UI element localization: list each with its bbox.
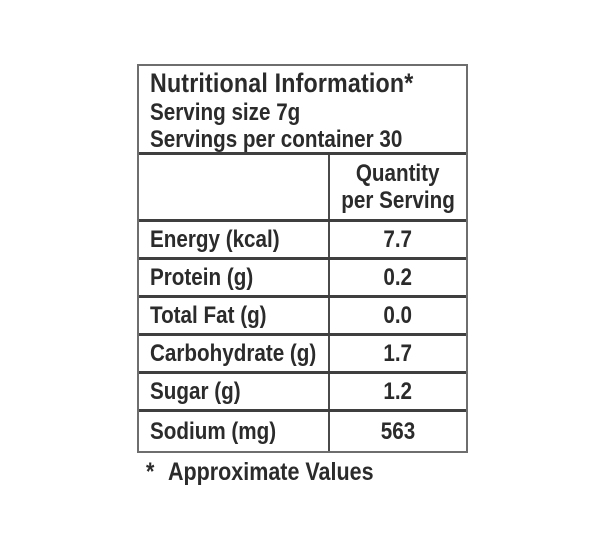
table-row-sugar: Sugar (g) 1.2	[139, 374, 466, 412]
label-title: Nutritional Information*	[150, 68, 414, 98]
table-row-carbohydrate: Carbohydrate (g) 1.7	[139, 336, 466, 374]
footnote-asterisk: *	[146, 458, 155, 486]
nutrient-value: 0.0	[383, 301, 413, 329]
nutrient-value: 7.7	[383, 225, 413, 253]
nutrition-label: Nutritional Information* Serving size 7g…	[137, 64, 468, 453]
column-header-quantity-cell: Quantity per Serving	[328, 155, 466, 219]
nutrient-name: Total Fat (g)	[150, 301, 267, 329]
footnote-text: Approximate Values	[167, 458, 374, 486]
column-header-empty-cell	[139, 155, 328, 219]
table-row-protein: Protein (g) 0.2	[139, 260, 466, 298]
column-header-line1: Quantity	[356, 160, 440, 187]
column-header-line2: per Serving	[341, 187, 455, 214]
column-header-row: Quantity per Serving	[139, 155, 466, 222]
nutrient-value: 563	[380, 417, 416, 445]
footnote: * Approximate Values	[146, 458, 407, 487]
nutrient-value: 0.2	[383, 263, 413, 291]
nutrient-name: Carbohydrate (g)	[150, 339, 317, 367]
table-row-sodium: Sodium (mg) 563	[139, 412, 466, 451]
table-row-total-fat: Total Fat (g) 0.0	[139, 298, 466, 336]
nutrient-name: Energy (kcal)	[150, 225, 280, 253]
nutrient-value: 1.7	[383, 339, 413, 367]
serving-size-line: Serving size 7g	[150, 99, 466, 126]
label-header: Nutritional Information* Serving size 7g…	[139, 66, 466, 155]
serving-size-text: Serving size 7g	[150, 99, 301, 126]
servings-per-container-line: Servings per container 30	[150, 126, 466, 153]
nutrient-name: Sodium (mg)	[150, 417, 277, 445]
nutrient-name: Sugar (g)	[150, 377, 241, 405]
nutrient-value: 1.2	[383, 377, 413, 405]
label-title-line: Nutritional Information*	[150, 68, 466, 99]
servings-per-container-text: Servings per container 30	[150, 126, 403, 153]
nutrient-name: Protein (g)	[150, 263, 254, 291]
table-row-energy: Energy (kcal) 7.7	[139, 222, 466, 260]
